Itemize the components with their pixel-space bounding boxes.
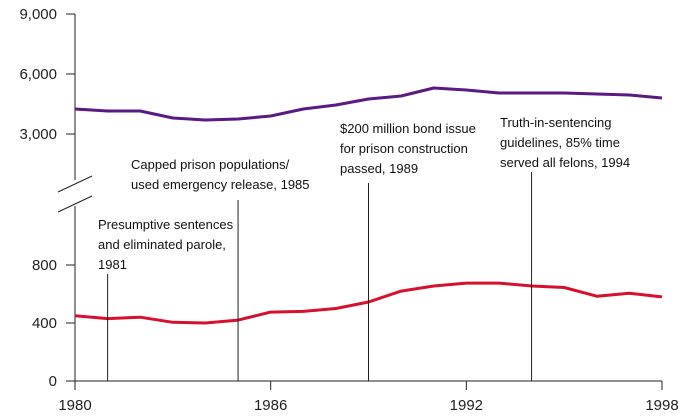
annotation-text: Presumptive sentences bbox=[98, 217, 234, 232]
annotation-text: used emergency release, 1985 bbox=[131, 177, 310, 192]
annotation-text: Capped prison populations/ bbox=[131, 157, 290, 172]
x-tick-label: 1980 bbox=[58, 397, 91, 414]
y2-tick-label: 3,000 bbox=[19, 126, 57, 143]
annotation-text: for prison construction bbox=[340, 141, 468, 156]
axis-break bbox=[57, 175, 93, 193]
annotation-text: passed, 1989 bbox=[340, 161, 418, 176]
y-tick-label: 0 bbox=[49, 373, 57, 390]
y2-tick-label: 6,000 bbox=[19, 66, 57, 83]
annotation-text: Truth-in-sentencing bbox=[500, 115, 612, 130]
annotation-text: guidelines, 85% time bbox=[500, 135, 620, 150]
y2-tick-label: 9,000 bbox=[19, 6, 57, 23]
axis-break bbox=[57, 195, 93, 213]
x-tick-label: 1986 bbox=[254, 397, 287, 414]
x-tick-label: 1998 bbox=[645, 397, 678, 414]
annotation-text: and eliminated parole, bbox=[98, 237, 226, 252]
annotation-text: served all felons, 1994 bbox=[500, 155, 630, 170]
annotation-text: $200 million bond issue bbox=[340, 121, 476, 136]
x-tick-label: 1992 bbox=[450, 397, 483, 414]
y-tick-label: 800 bbox=[32, 257, 57, 274]
y-tick-label: 400 bbox=[32, 315, 57, 332]
annotation-text: 1981 bbox=[98, 257, 127, 272]
series-line bbox=[74, 86, 663, 122]
